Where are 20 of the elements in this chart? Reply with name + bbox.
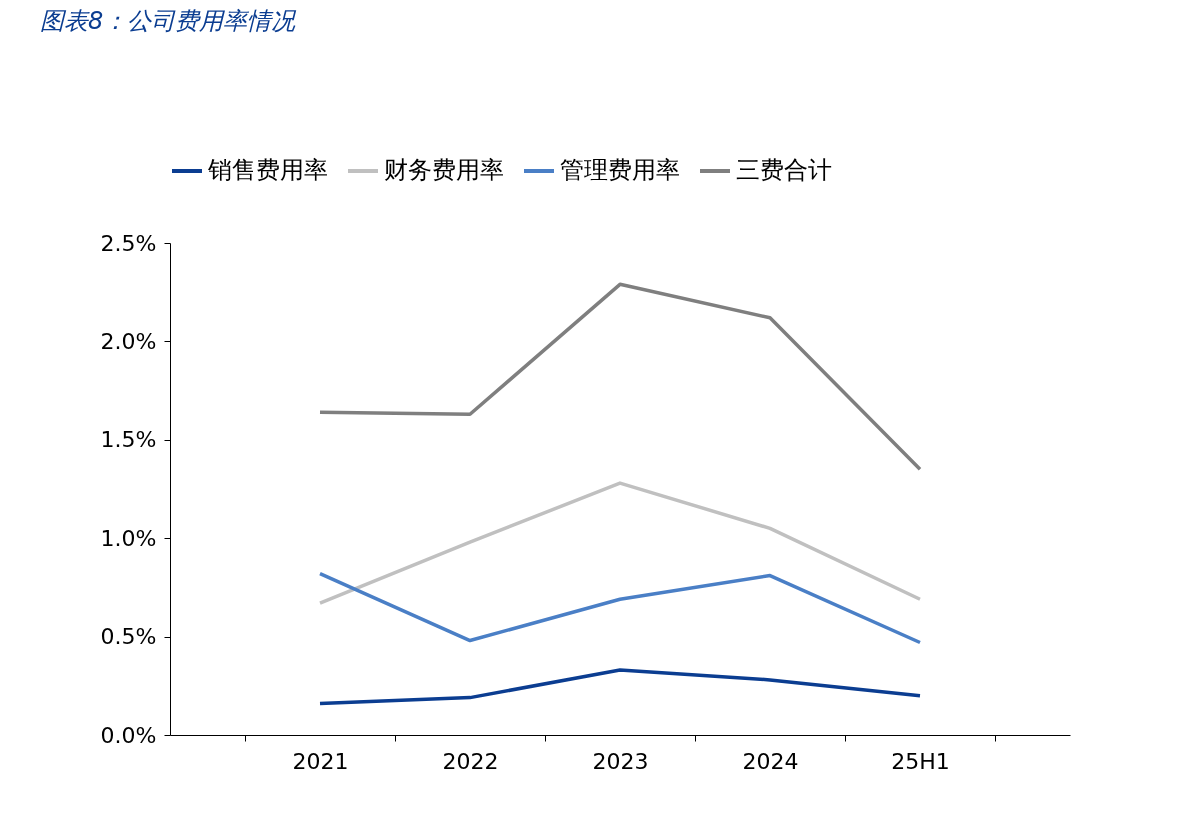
x-tick-label: 2023: [592, 748, 649, 774]
legend-label: 销售费用率: [207, 156, 328, 184]
y-tick-label: 2.5%: [100, 230, 157, 256]
x-tick-label: 2021: [292, 748, 349, 774]
x-tick-label: 2022: [442, 748, 499, 774]
line-series: [318, 282, 922, 472]
y-tick-label: 1.5%: [100, 427, 157, 453]
line-series: [318, 481, 922, 605]
line-series: [318, 571, 922, 645]
y-tick-label: 2.0%: [100, 328, 157, 354]
y-tick-label: 1.0%: [100, 525, 157, 551]
chart-title: 图表8：公司费用率情况: [40, 7, 298, 35]
x-tick-label: 25H1: [891, 748, 950, 774]
legend-label: 财务费用率: [384, 156, 504, 184]
legend-label: 三费合计: [736, 156, 832, 184]
legend-label: 管理费用率: [560, 156, 680, 184]
y-tick-label: 0.5%: [100, 624, 157, 650]
y-tick-label: 0.0%: [100, 722, 157, 748]
x-tick-label: 2024: [742, 748, 799, 774]
line-series: [318, 668, 922, 706]
